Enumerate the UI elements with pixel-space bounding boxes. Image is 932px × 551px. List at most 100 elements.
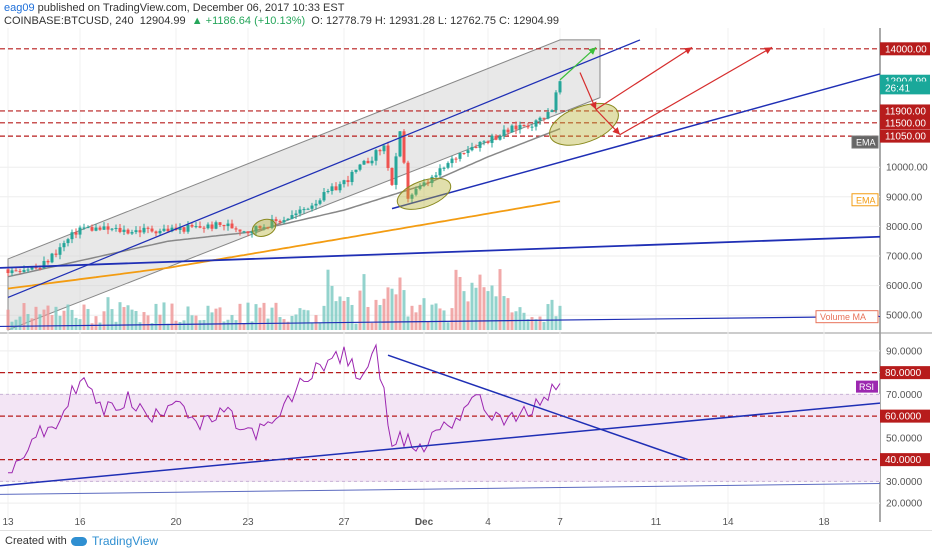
candle-body [122,229,126,232]
price-tick-label: 6000.00 [886,281,923,292]
rsi-band [0,394,880,482]
candle-body [554,92,558,111]
candle-body [146,227,150,229]
candle-body [514,125,518,130]
candle-body [310,205,314,209]
time-tick-label: 14 [722,517,734,528]
candle-body [382,145,386,152]
publish-info: published on TradingView.com, December 0… [34,2,345,14]
candle-body [522,125,526,127]
candle-body [54,253,58,255]
candle-body [358,164,362,170]
chart-header: eag09 published on TradingView.com, Dece… [0,0,932,28]
volume-bar [458,276,462,330]
candle-body [470,147,474,151]
candle-body [542,117,546,119]
volume-bar [50,315,54,330]
volume-bar [558,305,562,330]
created-with-text: Created with [5,535,67,547]
volume-bar [550,299,554,330]
volume-bar [466,301,470,330]
candle-body [86,227,90,229]
volume-bar [322,305,326,330]
indicator-marker [851,135,879,149]
projection-arrow [619,46,773,136]
price-label-text: 26:41 [885,83,910,94]
time-tick-label: 7 [557,517,563,528]
time-tick-label: Dec [415,517,434,528]
symbol-name[interactable]: COINBASE:BTCUSD, 240 [4,15,134,27]
candle-body [318,200,322,204]
candle-body [150,228,154,232]
candle-body [10,270,14,274]
candle-body [342,180,346,185]
candle-body [50,253,54,263]
last-price: 12904.99 [139,15,186,27]
candle-body [42,260,46,269]
volume-bar [178,322,182,330]
volume-bar [62,310,66,330]
volume-bar [386,287,390,330]
volume-bar [426,321,430,330]
volume-bar [318,323,322,330]
volume-bar [158,314,162,330]
volume-bar [306,310,310,330]
volume-bar [366,306,370,330]
candle-body [262,227,266,229]
volume-bar [230,315,234,330]
rsi-tick-label: 90.0000 [886,346,923,357]
price-tick-label: 5000.00 [886,311,923,322]
volume-bar [522,312,526,330]
candle-body [538,117,542,121]
volume-bar [82,304,86,330]
volume-bar [138,322,142,330]
candle-body [170,227,174,232]
candle-body [242,231,246,233]
volume-bar [474,287,478,330]
time-tick-label: 11 [651,517,662,528]
volume-bar [38,314,42,330]
support-trendline [0,235,881,269]
volume-bar [246,302,250,330]
volume-bar [42,309,46,330]
volume-bar [370,322,374,330]
projection-arrow [579,72,597,110]
chart-canvas[interactable]: 5000.00 6000.00 7000.00 8000.00 9000.00 10000… [0,28,932,530]
volume-bar [162,302,166,330]
candle-body [114,227,118,229]
candle-body [526,125,530,128]
candle-body [266,227,270,229]
candle-body [450,158,454,164]
candle-body [314,203,318,206]
tradingview-logo[interactable]: TradingView [71,534,158,548]
tradingview-logo-icon [71,537,87,547]
author-link[interactable]: eag09 [4,2,35,14]
volume-bar [206,305,210,330]
ohlc-values: O: 12778.79 H: 12931.28 L: 12762.75 C: 1… [311,15,559,27]
volume-bar [498,269,502,330]
volume-bar [90,323,94,330]
candle-body [294,213,298,216]
rsi-tick-label: 50.0000 [886,433,923,444]
volume-bar [430,304,434,330]
candle-body [250,231,254,234]
volume-trendline [0,315,881,328]
indicator-marker [815,310,879,324]
volume-bar [310,322,314,330]
volume-bar [66,304,70,330]
volume-bar [270,307,274,330]
candle-body [354,169,358,172]
volume-bar [174,320,178,330]
candle-body [338,184,342,191]
candle-body [322,192,326,201]
candle-body [490,135,494,143]
candle-body [258,225,262,229]
volume-bar [526,319,530,330]
candle-body [22,270,26,273]
volume-bar [58,315,62,330]
indicator-marker [851,193,879,207]
candle-body [486,141,490,143]
candle-body [534,120,538,127]
volume-bar [374,299,378,330]
candle-body [130,232,134,234]
